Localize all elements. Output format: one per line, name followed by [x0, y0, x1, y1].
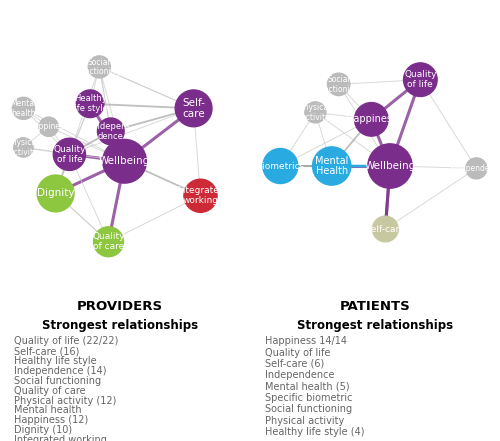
- Circle shape: [175, 90, 212, 127]
- Text: Physical
activity: Physical activity: [300, 103, 331, 122]
- Text: Dignity: Dignity: [37, 188, 74, 198]
- Circle shape: [368, 144, 412, 188]
- Circle shape: [12, 97, 34, 120]
- Circle shape: [39, 117, 58, 136]
- Text: Strongest relationships: Strongest relationships: [42, 319, 198, 332]
- Text: Mental health (5): Mental health (5): [265, 381, 349, 392]
- Circle shape: [354, 103, 388, 136]
- Text: Self-care (16): Self-care (16): [14, 346, 80, 356]
- Text: Mental health: Mental health: [14, 405, 82, 415]
- Text: Indepen-
dence: Indepen- dence: [92, 122, 130, 141]
- Text: Quality
of life: Quality of life: [53, 145, 86, 164]
- Circle shape: [305, 102, 326, 123]
- Text: Quality of life (22/22): Quality of life (22/22): [14, 336, 119, 346]
- Text: Wellbeing: Wellbeing: [364, 161, 416, 171]
- Text: Independence (14): Independence (14): [14, 366, 107, 376]
- Text: Mental
Health: Mental Health: [315, 156, 348, 176]
- Text: PROVIDERS: PROVIDERS: [77, 300, 163, 313]
- Circle shape: [184, 179, 217, 212]
- Text: Social functioning: Social functioning: [265, 404, 352, 415]
- Text: Self-
care: Self- care: [182, 98, 205, 119]
- Circle shape: [328, 73, 350, 96]
- Circle shape: [312, 147, 351, 185]
- Text: Quality of life: Quality of life: [265, 348, 330, 358]
- Text: Happiness (12): Happiness (12): [14, 415, 88, 426]
- Text: Self-care: Self-care: [366, 224, 405, 234]
- Text: Happiness: Happiness: [28, 122, 68, 131]
- Circle shape: [372, 216, 398, 242]
- Text: Biometrics: Biometrics: [256, 161, 304, 171]
- Text: Quality
of care: Quality of care: [92, 232, 125, 251]
- Text: Specific biometric: Specific biometric: [265, 393, 352, 403]
- Text: PATIENTS: PATIENTS: [340, 300, 410, 313]
- Circle shape: [404, 63, 437, 97]
- Text: Social functioning: Social functioning: [14, 376, 102, 386]
- Text: Independence: Independence: [265, 370, 334, 380]
- Circle shape: [37, 175, 74, 212]
- Circle shape: [98, 118, 124, 145]
- Text: Physical activity (12): Physical activity (12): [14, 396, 117, 406]
- Circle shape: [103, 139, 146, 183]
- Text: Physical
activity: Physical activity: [8, 138, 39, 157]
- Text: Social
functioning: Social functioning: [78, 58, 121, 76]
- Text: Integrated
working: Integrated working: [176, 187, 224, 205]
- Text: Quality of care: Quality of care: [14, 386, 86, 396]
- Text: Quality
of life: Quality of life: [404, 70, 436, 89]
- Text: Healthy
life style: Healthy life style: [72, 94, 108, 113]
- Circle shape: [263, 149, 298, 183]
- Text: Integrated working: Integrated working: [14, 435, 108, 441]
- Circle shape: [54, 138, 86, 171]
- Text: Wellbeing: Wellbeing: [99, 156, 150, 166]
- Circle shape: [94, 227, 124, 257]
- Text: Mental
health: Mental health: [10, 99, 36, 118]
- Text: Dignity (10): Dignity (10): [14, 425, 72, 435]
- Circle shape: [466, 158, 487, 179]
- Text: Social
functioning: Social functioning: [317, 75, 360, 93]
- Text: Happiness 14/14: Happiness 14/14: [265, 336, 347, 346]
- Text: Happiness: Happiness: [346, 114, 397, 124]
- Circle shape: [88, 56, 110, 78]
- Text: Independence: Independence: [450, 164, 500, 173]
- Text: Strongest relationships: Strongest relationships: [297, 319, 453, 332]
- Text: Physical activity: Physical activity: [265, 416, 344, 426]
- Circle shape: [14, 138, 33, 157]
- Text: Healthy life style: Healthy life style: [14, 356, 97, 366]
- Text: Healthy life style (4): Healthy life style (4): [265, 427, 364, 437]
- Text: Self-care (6): Self-care (6): [265, 359, 324, 369]
- Circle shape: [76, 90, 104, 118]
